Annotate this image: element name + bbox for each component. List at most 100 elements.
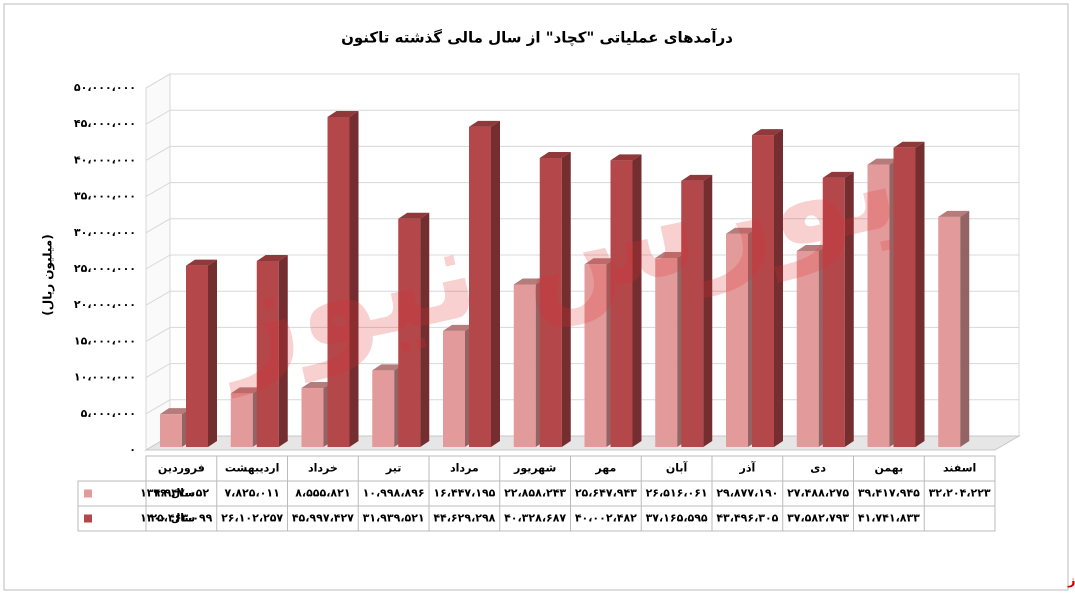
value-label: ۴۰،۰۰۲،۴۸۲ <box>575 512 637 525</box>
value-label: ۳۷،۵۸۲،۷۹۳ <box>787 512 849 525</box>
x-tick-label: اردیبهشت <box>225 462 279 475</box>
value-label: ۲۷،۴۸۸،۲۷۵ <box>787 487 849 500</box>
bar-front <box>230 393 253 447</box>
y-tick-label: ۱۰،۰۰۰،۰۰۰ <box>74 371 136 384</box>
bar-front <box>327 116 350 447</box>
bar-top <box>230 387 262 394</box>
x-tick-label: آذر <box>739 461 756 475</box>
bar-front <box>822 177 845 447</box>
x-tick-label: اسفند <box>943 462 976 475</box>
bar-top <box>256 255 288 262</box>
bar-side <box>420 212 430 447</box>
bar-front <box>372 370 395 447</box>
grid-line <box>145 73 1019 89</box>
y-tick-label: ۳۰،۰۰۰،۰۰۰ <box>74 226 136 239</box>
bar <box>398 212 430 447</box>
value-label: ۴،۹۴۷،۰۵۲ <box>154 487 210 500</box>
value-label: ۲۹،۸۷۷،۱۹۰ <box>716 487 778 500</box>
x-tick-label: مهر <box>594 462 616 475</box>
bar-front <box>681 180 704 448</box>
bar-side <box>278 255 288 447</box>
value-label: ۴۵،۹۹۷،۴۲۷ <box>292 512 354 525</box>
x-tick-label: مرداد <box>450 462 479 475</box>
y-tick-label: ۴۰،۰۰۰،۰۰۰ <box>74 153 136 166</box>
bar-front <box>610 160 633 448</box>
bar-front <box>301 388 324 447</box>
legend-swatch <box>84 489 92 498</box>
bar <box>256 255 288 447</box>
y-tick-label: ۳۵،۰۰۰،۰۰۰ <box>74 190 136 203</box>
value-label: ۳۹،۴۱۷،۹۴۵ <box>858 487 920 500</box>
bar-front <box>443 330 465 447</box>
bar-top <box>796 244 828 251</box>
bar <box>822 171 854 447</box>
value-label: ۲۶،۱۰۲،۲۵۷ <box>221 512 283 525</box>
bar-side <box>491 120 500 447</box>
bar-side <box>703 174 713 448</box>
grid-line <box>145 109 1019 125</box>
bar-top <box>301 382 333 389</box>
bar <box>752 129 783 448</box>
bar-front <box>796 250 819 447</box>
bar-front <box>398 218 421 447</box>
y-tick-label: ۵،۰۰۰،۰۰۰ <box>81 407 136 420</box>
bar-side <box>960 210 970 447</box>
bar <box>893 141 925 447</box>
value-label: ۲۲،۸۵۸،۲۴۳ <box>504 487 566 500</box>
grid-line <box>145 145 1019 161</box>
x-tick-label: فروردین <box>158 462 205 475</box>
bar <box>186 259 217 447</box>
bar-front <box>256 261 279 447</box>
bar <box>681 174 713 448</box>
bar-top <box>681 174 713 181</box>
bar-top <box>469 120 500 127</box>
bar-front <box>867 164 890 447</box>
bar-front <box>584 264 607 447</box>
bar-top <box>372 364 404 371</box>
y-tick-label: ۵۰،۰۰۰،۰۰۰ <box>74 81 136 94</box>
y-tick-label: ۲۰،۰۰۰،۰۰۰ <box>74 298 136 311</box>
bar-top <box>584 258 616 265</box>
x-tick-label: آبان <box>666 461 688 475</box>
value-label: ۷،۸۲۵،۰۱۱ <box>224 487 279 500</box>
bar-front <box>893 147 916 447</box>
value-label: ۳۲،۲۰۴،۲۲۳ <box>929 487 991 500</box>
bar-side <box>208 259 217 447</box>
bar-front <box>752 135 774 448</box>
value-label: ۳۱،۹۳۹،۵۲۱ <box>363 512 425 525</box>
bar <box>469 120 500 447</box>
bar-top <box>327 110 359 117</box>
bar-top <box>893 141 925 148</box>
value-label: ۴۴،۶۲۹،۲۹۸ <box>433 512 495 525</box>
bar-top <box>513 278 545 285</box>
value-label: ۳۷،۱۶۵،۵۹۵ <box>646 512 708 525</box>
bar-front <box>539 158 562 447</box>
value-label: ۱۰،۹۹۸،۸۹۶ <box>363 487 425 500</box>
bar-top <box>443 324 474 331</box>
legend-label: سال ۱۳۹۹ <box>140 487 195 500</box>
value-label: ۱۶،۴۴۷،۱۹۵ <box>433 487 495 500</box>
bar-top <box>160 408 191 415</box>
y-tick-label: ۱۵،۰۰۰،۰۰۰ <box>74 334 136 347</box>
y-axis-label: (میلیون ریال) <box>41 234 56 315</box>
chart-title: درآمدهای عملیاتی "کچاد" از سال مالی گذشت… <box>341 29 733 48</box>
bar-side <box>844 171 854 447</box>
grid-line <box>145 218 1019 234</box>
bar-front <box>655 258 678 447</box>
value-label: ۲۶،۵۱۶،۰۶۱ <box>646 487 708 500</box>
bar-side <box>915 141 925 447</box>
bar-top <box>726 227 757 234</box>
bar-side <box>774 129 783 448</box>
value-label: ۸،۵۵۵،۸۲۱ <box>295 487 350 500</box>
bar-front <box>513 284 536 447</box>
value-label: ۴۰،۳۲۸،۶۸۷ <box>504 512 566 525</box>
x-tick-label: تیر <box>385 462 401 475</box>
bar-side <box>632 154 642 448</box>
bar-front <box>469 126 491 447</box>
bar-top <box>186 259 217 266</box>
grid-line <box>145 182 1019 198</box>
bar-top <box>610 154 642 161</box>
bar-top <box>867 158 899 165</box>
bar <box>938 210 970 447</box>
